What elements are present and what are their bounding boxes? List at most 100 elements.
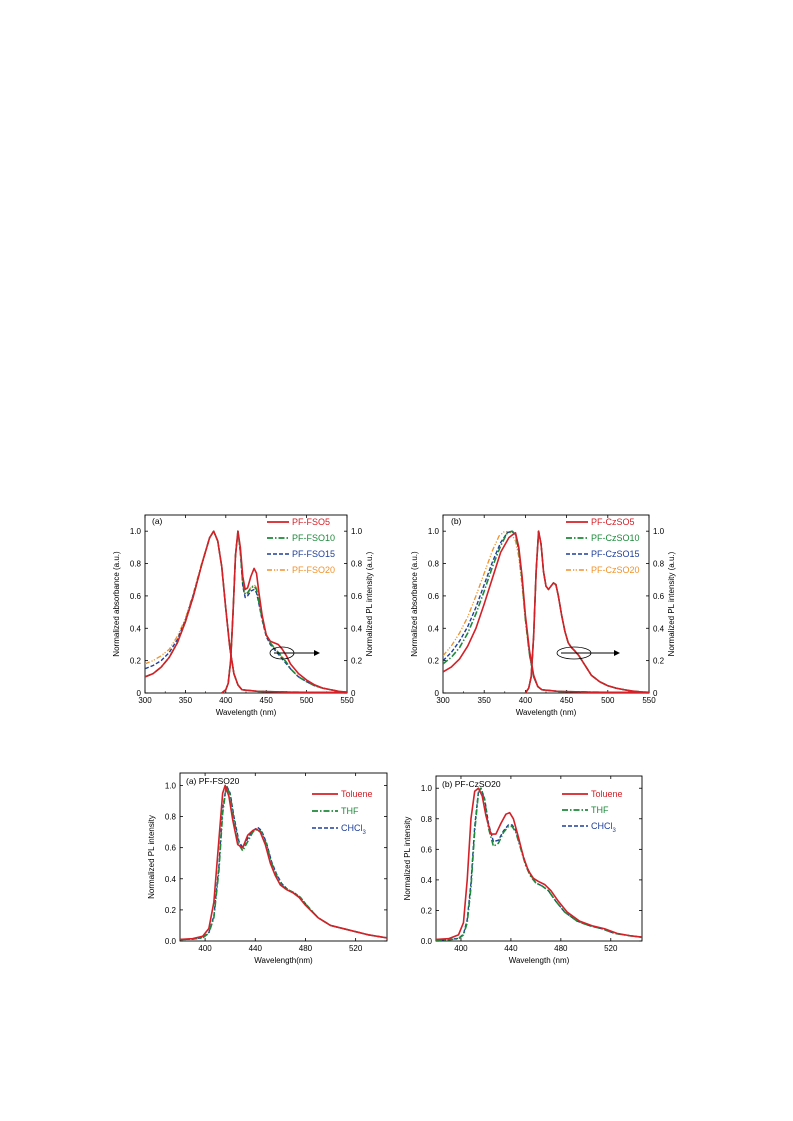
- x-tick-label: 550: [340, 696, 354, 705]
- y-tick-label: 0.4: [421, 876, 433, 885]
- legend-label: Toluene: [341, 789, 373, 799]
- y-tick-label: 0.6: [421, 845, 433, 854]
- y-axis-label: Normalized PL intensity: [147, 815, 156, 899]
- x-tick-label: 400: [519, 696, 533, 705]
- x-axis-label: Wavelength (nm): [216, 708, 277, 717]
- chart-b-solvent-pl: 400 440 480 520 0.0 0.2 0.4 0.6 0.8 1.0 Wavelength…: [403, 775, 643, 965]
- y2-tick-label: 1.0: [351, 527, 363, 536]
- legend-label: PF-FSO20: [292, 565, 335, 575]
- y2-tick-label: 0.8: [653, 560, 665, 569]
- annotation-arrow-head: [314, 650, 320, 656]
- y-tick-label: 1.0: [165, 781, 177, 790]
- y-tick-label: 0.0: [165, 937, 177, 946]
- y2-tick-label: 0: [351, 689, 356, 698]
- x-tick-label: 550: [642, 696, 656, 705]
- plot-frame: [179, 772, 388, 942]
- y-axis-label: Normalized absorbance (a.u.): [112, 551, 121, 657]
- y2-tick-label: 0.4: [653, 624, 665, 633]
- y-tick-label: 0.2: [421, 906, 433, 915]
- chart-b-absorbance-pl: 300 350 400 450 500 55000.20.40.60.81.000.20.…: [410, 514, 676, 717]
- x-tick-label: 350: [478, 696, 492, 705]
- y-tick-label: 0.8: [130, 560, 142, 569]
- legend-label: THF: [591, 805, 609, 815]
- y-tick-label: 0.4: [165, 875, 177, 884]
- legend-label: CHCl3: [591, 821, 617, 834]
- chart-a-absorbance-pl: 300 350 400 450 500 55000.20.40.60.81.000.20.…: [112, 514, 374, 717]
- y2-tick-label: 0.8: [351, 560, 363, 569]
- legend-label-subscript: 3: [613, 828, 617, 834]
- y-tick-label: 0.2: [130, 657, 142, 666]
- x-tick-label: 300: [436, 696, 450, 705]
- panel-label: (b): [451, 516, 462, 526]
- y2-tick-label: 0.4: [351, 624, 363, 633]
- y2-axis-label: Normalized PL intensity (a.u.): [667, 551, 676, 656]
- y-axis-label: Normalized absorbance (a.u.): [410, 551, 419, 657]
- y-tick-label: 1.0: [130, 527, 142, 536]
- y-tick-label: 0.6: [428, 592, 440, 601]
- x-tick-label: 520: [349, 944, 363, 953]
- panel-label: (a): [152, 516, 163, 526]
- series-line-pl: [524, 530, 649, 693]
- y-tick-label: 0: [435, 689, 440, 698]
- y2-tick-label: 0: [653, 689, 658, 698]
- legend-label: THF: [341, 806, 359, 816]
- legend-label: PF-FSO15: [292, 549, 335, 559]
- series-line-pl: [221, 530, 347, 693]
- x-tick-label: 480: [299, 944, 313, 953]
- y-tick-label: 0.2: [165, 906, 177, 915]
- series-line-absorbance: [443, 530, 649, 693]
- series-line-pl: [436, 787, 642, 941]
- legend-label-subscript: 3: [363, 830, 367, 836]
- y-tick-label: 0: [137, 689, 142, 698]
- legend-label: PF-CzSO20: [591, 565, 640, 575]
- legend-label: PF-CzSO10: [591, 533, 640, 543]
- y-tick-label: 0.4: [130, 624, 142, 633]
- y-tick-label: 0.2: [428, 657, 440, 666]
- y2-tick-label: 0.2: [653, 657, 665, 666]
- x-tick-label: 480: [554, 944, 568, 953]
- x-tick-label: 350: [179, 696, 193, 705]
- y-tick-label: 0.0: [421, 937, 433, 946]
- legend-label: PF-CzSO5: [591, 517, 635, 527]
- y-tick-label: 1.0: [421, 784, 433, 793]
- annotation-arrow-head: [614, 650, 620, 656]
- x-axis-label: Wavelength (nm): [516, 708, 577, 717]
- x-tick-label: 520: [604, 944, 618, 953]
- panel-label: (b) PF-CzSO20: [442, 779, 501, 789]
- x-tick-label: 450: [560, 696, 574, 705]
- x-axis-label: Wavelength(nm): [254, 956, 313, 965]
- y-tick-label: 1.0: [428, 527, 440, 536]
- x-tick-label: 400: [219, 696, 233, 705]
- x-tick-label: 440: [504, 944, 518, 953]
- y2-tick-label: 0.6: [351, 592, 363, 601]
- x-tick-label: 500: [300, 696, 314, 705]
- y-tick-label: 0.8: [428, 560, 440, 569]
- x-tick-label: 500: [601, 696, 615, 705]
- chart-a-solvent-pl: 400 440 480 520 0.0 0.2 0.4 0.6 0.8 1.0 Wavelength…: [147, 772, 388, 965]
- series-line-absorbance: [443, 532, 649, 693]
- y-tick-label: 0.6: [130, 592, 142, 601]
- x-tick-label: 440: [249, 944, 263, 953]
- series-line-absorbance: [145, 530, 347, 693]
- y2-tick-label: 0.6: [653, 592, 665, 601]
- y2-tick-label: 1.0: [653, 527, 665, 536]
- series-line-pl: [436, 787, 642, 941]
- y-axis-label: Normalized PL intensity: [403, 817, 412, 901]
- y-tick-label: 0.6: [165, 844, 177, 853]
- x-tick-label: 300: [138, 696, 152, 705]
- series-line-pl: [436, 787, 642, 941]
- x-tick-label: 400: [454, 944, 468, 953]
- series-line-pl: [180, 784, 387, 941]
- x-tick-label: 450: [260, 696, 274, 705]
- y2-tick-label: 0.2: [351, 657, 363, 666]
- y-tick-label: 0.8: [421, 815, 433, 824]
- y-tick-label: 0.4: [428, 624, 440, 633]
- legend-label: PF-FSO5: [292, 517, 330, 527]
- x-tick-label: 400: [198, 944, 212, 953]
- legend-label: PF-FSO10: [292, 533, 335, 543]
- x-axis-label: Wavelength (nm): [509, 956, 570, 965]
- y-tick-label: 0.8: [165, 813, 177, 822]
- legend-label: Toluene: [591, 789, 623, 799]
- legend-label: CHCl3: [341, 823, 367, 836]
- panel-label: (a) PF-FSO20: [186, 776, 240, 786]
